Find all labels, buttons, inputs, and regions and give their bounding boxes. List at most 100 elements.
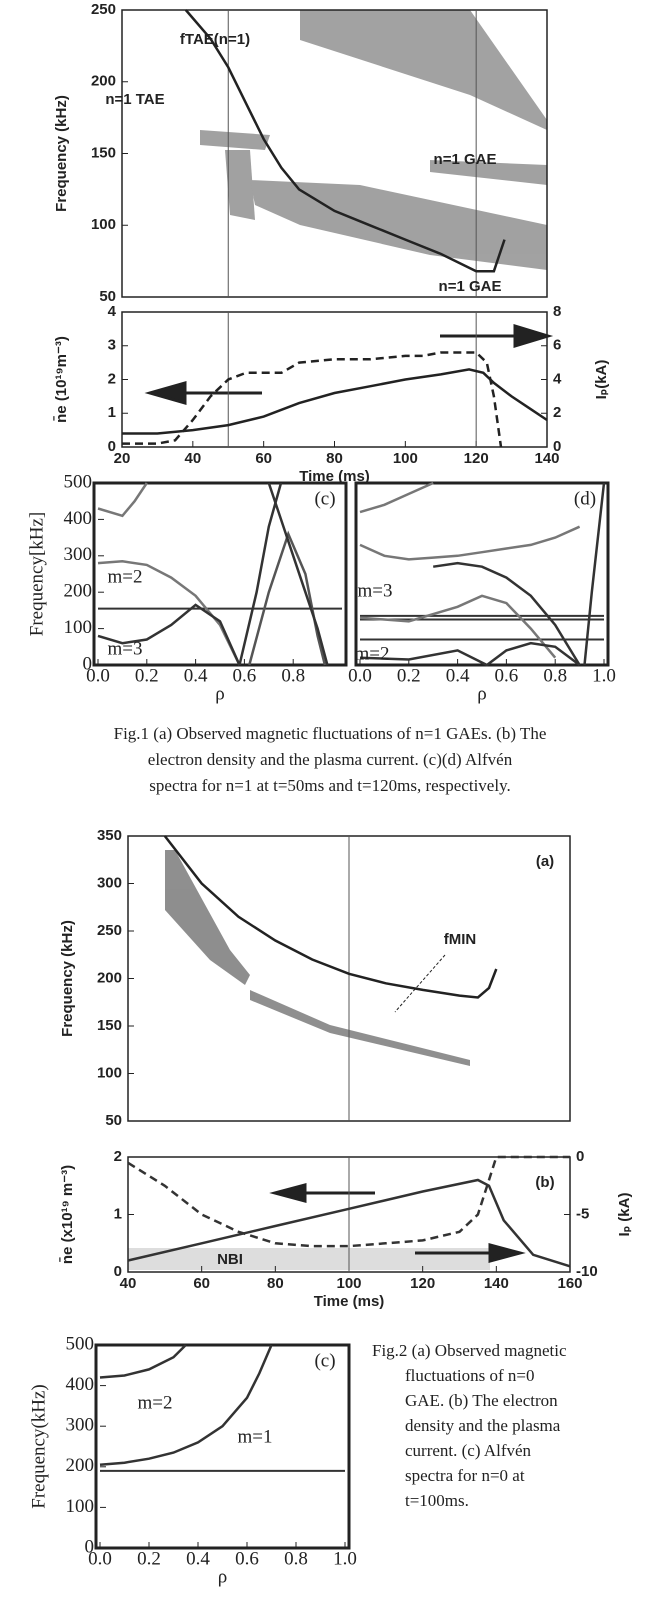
nbi-bar: [128, 1248, 490, 1270]
y-tick-label: 200: [66, 1455, 95, 1476]
y-tick-label: 100: [97, 1064, 122, 1081]
caption: electron density and the plasma current.…: [148, 750, 513, 769]
spectrogram-2: [165, 850, 470, 1066]
y-tick-label: 2: [108, 370, 116, 387]
y-tick-label: 500: [66, 1333, 95, 1354]
curve: [184, 9, 506, 273]
annotation: m=1: [238, 1426, 273, 1447]
x-tick-label: 0.8: [281, 665, 305, 686]
y-tick-label: 250: [91, 1, 116, 18]
curve: [97, 603, 241, 666]
x-tick-label: 1.0: [592, 665, 616, 686]
caption: spectra for n=1 at t=50ms and t=120ms, r…: [149, 776, 510, 795]
y2-axis-label: Iₚ (kA): [616, 1193, 633, 1237]
x-tick-label: 0.0: [348, 665, 372, 686]
y-tick-label: 100: [66, 1496, 95, 1517]
curve: [127, 1155, 570, 1248]
y-axis-label: n̄e (10¹⁹m⁻³): [52, 336, 70, 423]
y-axis-label: Frequency (kHz): [59, 920, 76, 1037]
curve: [248, 530, 327, 666]
caption: Fig.1 (a) Observed magnetic fluctuations…: [114, 724, 547, 743]
x-tick-label: 80: [267, 1275, 284, 1292]
annotation: m=2: [108, 566, 143, 587]
caption: density and the plasma: [405, 1416, 561, 1435]
caption: current. (c) Alfvén: [405, 1441, 532, 1460]
y-tick-label: 0: [114, 1263, 122, 1280]
x-tick-label: 0.8: [284, 1548, 308, 1569]
x-tick-label: 80: [326, 450, 343, 467]
x-tick-label: 0.6: [235, 1548, 259, 1569]
y-tick-label: 0: [108, 438, 116, 455]
curve: [97, 482, 148, 518]
caption: fluctuations of n=0: [405, 1366, 535, 1385]
annotation: fMIN: [444, 931, 477, 948]
y-tick-label: 250: [97, 922, 122, 939]
y-tick-label: 2: [114, 1148, 122, 1165]
y-tick-label: 150: [97, 1017, 122, 1034]
x-tick-label: 120: [464, 450, 489, 467]
curve: [163, 835, 498, 999]
annotation: m=2: [355, 643, 390, 664]
curve: [122, 368, 548, 435]
annotation: m=3: [108, 638, 143, 659]
x-tick-label: 0.4: [184, 665, 208, 686]
curve: [99, 1344, 187, 1379]
x-tick-label: 0.2: [135, 665, 159, 686]
y-tick-label: 500: [64, 471, 93, 492]
curve: [433, 561, 581, 666]
annotation: NBI: [217, 1251, 243, 1268]
y-tick-label: 4: [108, 303, 117, 320]
x-axis-label: ρ: [477, 683, 486, 704]
y2-tick-label: 6: [553, 337, 561, 354]
x-tick-label: 100: [393, 450, 418, 467]
y-tick-label: 100: [91, 216, 116, 233]
annotation: n=1 GAE: [439, 278, 502, 295]
x-tick-label: 160: [557, 1275, 582, 1292]
y2-tick-label: 8: [553, 303, 561, 320]
y-axis-label: Frequency[kHz]: [26, 512, 47, 637]
y-tick-label: 150: [91, 144, 116, 161]
x-tick-label: 1.0: [333, 1548, 357, 1569]
annotation: (d): [574, 488, 596, 509]
y2-tick-label: 2: [553, 404, 561, 421]
x-axis-label: ρ: [215, 683, 224, 704]
annotation: n=1 TAE: [105, 91, 164, 108]
annotation: (a): [536, 853, 554, 870]
annotation: (c): [314, 1350, 335, 1371]
y2-axis-label: Iₚ(kA): [593, 360, 610, 400]
x-tick-label: 40: [120, 1275, 137, 1292]
annotation: m=2: [138, 1392, 173, 1413]
y2-tick-label: 0: [553, 438, 561, 455]
x-tick-label: 0.2: [137, 1548, 161, 1569]
x-tick-label: 20: [114, 450, 131, 467]
y-tick-label: 200: [64, 581, 93, 602]
plot-frame: [94, 1343, 351, 1550]
x-tick-label: 0.6: [495, 665, 519, 686]
annotation: n=1 GAE: [434, 151, 497, 168]
y-axis-label: Frequency (kHz): [53, 95, 70, 212]
plot-frame: [354, 481, 610, 667]
y2-tick-label: -5: [576, 1205, 589, 1222]
x-tick-label: 0.4: [186, 1548, 210, 1569]
curve: [122, 351, 503, 448]
y-tick-label: 1: [108, 404, 116, 421]
y-axis-label: Frequency(kHz): [28, 1384, 49, 1509]
curve: [359, 525, 581, 561]
y2-tick-label: -10: [576, 1263, 598, 1280]
y-tick-label: 200: [91, 73, 116, 90]
x-tick-label: 0.2: [397, 665, 421, 686]
x-tick-label: 140: [534, 450, 559, 467]
y-tick-label: 300: [66, 1415, 95, 1436]
y-tick-label: 400: [64, 508, 93, 529]
arrows: [144, 323, 554, 1263]
x-tick-label: 0.0: [88, 1548, 112, 1569]
caption: Fig.2 (a) Observed magnetic: [372, 1341, 567, 1360]
x-tick-label: 140: [484, 1275, 509, 1292]
x-tick-label: 0.0: [86, 665, 110, 686]
caption: spectra for n=0 at: [405, 1466, 525, 1485]
y-tick-label: 300: [97, 874, 122, 891]
caption: GAE. (b) The electron: [405, 1391, 558, 1410]
y-tick-label: 200: [97, 969, 122, 986]
annotation: fTAE(n=1): [180, 31, 250, 48]
